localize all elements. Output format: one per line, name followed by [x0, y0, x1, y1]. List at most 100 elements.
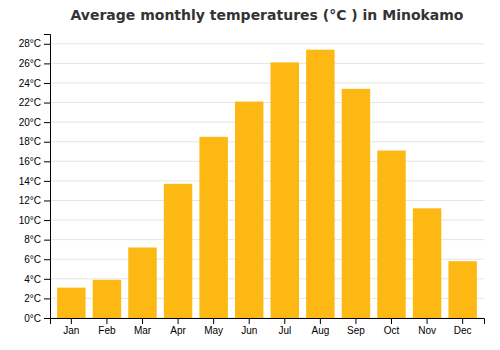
y-tick-mark	[44, 122, 50, 123]
bar	[377, 151, 405, 318]
bar	[448, 261, 476, 318]
y-tick-mark	[44, 298, 50, 299]
y-tick-label: 6°C	[24, 254, 41, 265]
title: Average monthly temperatures (°C ) in Mi…	[71, 7, 464, 23]
y-tick-mark	[44, 240, 50, 241]
y-tick-mark	[44, 83, 50, 84]
x-tick: Dec	[454, 318, 472, 336]
y-tick: 6°C	[24, 254, 50, 265]
x-tick-label: Oct	[384, 325, 400, 336]
x-axis-line	[51, 319, 485, 325]
y-tick-label: 14°C	[19, 176, 41, 187]
x-tick: Oct	[384, 318, 400, 336]
y-tick: 18°C	[19, 136, 50, 147]
grid-line	[50, 43, 484, 44]
x-tick-mark	[462, 318, 463, 324]
y-tick-mark	[44, 103, 50, 104]
x-tick-label: Nov	[418, 325, 436, 336]
bar	[93, 280, 121, 318]
x-tick-mark	[142, 318, 143, 324]
y-tick: 2°C	[24, 293, 50, 304]
x-tick-mark	[71, 318, 72, 324]
x-tick: Mar	[134, 318, 152, 336]
x-tick-mark	[284, 318, 285, 324]
y-tick-mark	[44, 279, 50, 280]
x-tick: Jul	[278, 318, 291, 336]
x-tick: May	[204, 318, 223, 336]
y-tick: 28°C	[19, 38, 50, 49]
x-tick: Jun	[241, 318, 257, 336]
x-tick-label: Feb	[98, 325, 116, 336]
x-tick: Feb	[98, 318, 116, 336]
grid	[50, 44, 484, 318]
x-tick-mark	[427, 318, 428, 324]
y-tick-label: 8°C	[24, 234, 41, 245]
x-tick-mark	[320, 318, 321, 324]
y-tick-mark	[44, 259, 50, 260]
grid-line	[50, 63, 484, 64]
y-tick: 4°C	[24, 274, 50, 285]
x-tick-label: Jul	[278, 325, 291, 336]
y-tick-mark	[44, 142, 50, 143]
bars	[57, 50, 477, 318]
y-axis-line	[44, 35, 51, 319]
y-tick-mark	[44, 200, 50, 201]
grid-line	[50, 200, 484, 201]
y-tick: 0°C	[24, 313, 50, 324]
y-tick-label: 22°C	[19, 97, 41, 108]
y-tick-label: 26°C	[19, 58, 41, 69]
y-tick-label: 0°C	[24, 313, 41, 324]
y-tick-label: 4°C	[24, 274, 41, 285]
x-tick-label: Aug	[311, 325, 329, 336]
grid-line	[50, 141, 484, 142]
x-tick-label: May	[204, 325, 223, 336]
chart: 0°C 2°C 4°C 6°C 8°C 10°C 12°C 14°C 16°C 18°C 20°C 2…	[0, 0, 500, 350]
bar	[57, 288, 85, 318]
x-tick-mark	[391, 318, 392, 324]
y-tick-mark	[44, 63, 50, 64]
x-tick-label: Mar	[134, 325, 152, 336]
y-tick-mark	[44, 161, 50, 162]
x-tick: Nov	[418, 318, 436, 336]
y-tick-label: 2°C	[24, 293, 41, 304]
bar	[306, 50, 334, 318]
bar	[164, 184, 192, 318]
x-axis: Jan Feb Mar Apr May Jun Jul Aug Sep Oct Nov Dec	[51, 318, 485, 336]
x-tick-mark	[355, 318, 356, 324]
y-tick-mark	[44, 44, 50, 45]
x-tick: Apr	[170, 318, 186, 336]
y-tick-mark	[44, 220, 50, 221]
y-tick-label: 24°C	[19, 78, 41, 89]
x-tick-label: Apr	[170, 325, 186, 336]
grid-line	[50, 180, 484, 181]
y-tick-label: 10°C	[19, 215, 41, 226]
x-tick-label: Dec	[454, 325, 472, 336]
y-tick: 12°C	[19, 195, 50, 206]
x-tick-label: Jun	[241, 325, 257, 336]
y-tick-label: 20°C	[19, 117, 41, 128]
y-tick-mark	[44, 318, 50, 319]
y-tick-label: 16°C	[19, 156, 41, 167]
x-tick-mark	[178, 318, 179, 324]
bar	[413, 208, 441, 318]
y-axis: 0°C 2°C 4°C 6°C 8°C 10°C 12°C 14°C 16°C 18°C 20°C 2…	[19, 35, 51, 324]
bar	[128, 247, 156, 318]
y-tick-label: 12°C	[19, 195, 41, 206]
grid-line	[50, 102, 484, 103]
x-tick-mark	[213, 318, 214, 324]
y-tick-mark	[44, 181, 50, 182]
y-tick: 14°C	[19, 176, 50, 187]
y-tick: 16°C	[19, 156, 50, 167]
x-tick-label: Sep	[347, 325, 365, 336]
x-tick: Jan	[63, 318, 79, 336]
grid-line	[50, 161, 484, 162]
x-tick: Sep	[347, 318, 365, 336]
y-tick: 22°C	[19, 97, 50, 108]
x-tick: Aug	[311, 318, 329, 336]
bar	[235, 102, 263, 318]
y-tick: 24°C	[19, 78, 50, 89]
bar	[342, 89, 370, 318]
y-tick: 10°C	[19, 215, 50, 226]
grid-line	[50, 122, 484, 123]
bar	[199, 137, 227, 318]
